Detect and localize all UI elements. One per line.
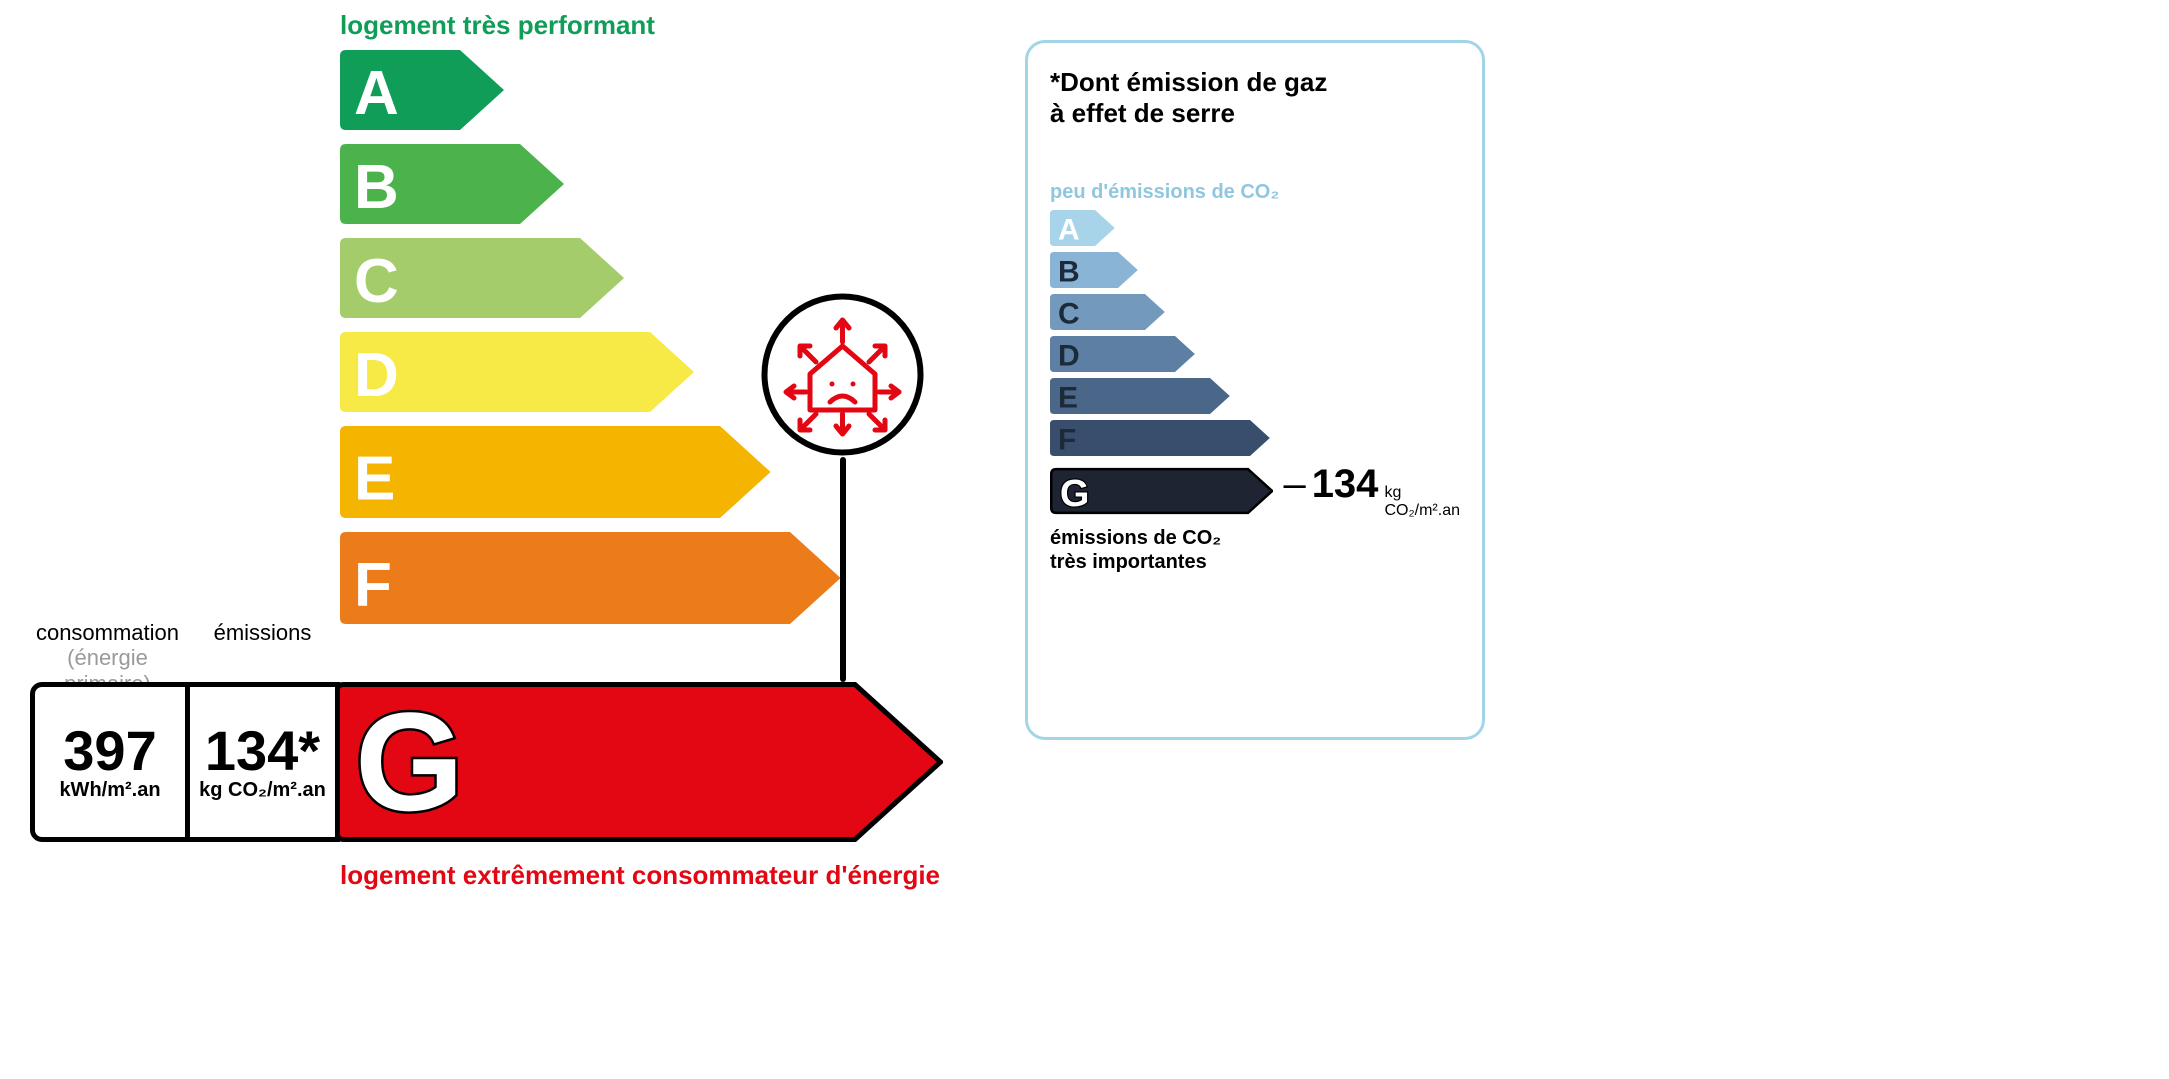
dpe-value-emissions: 134* kg CO₂/m².an	[185, 687, 335, 837]
ges-value-dash: –	[1283, 462, 1305, 507]
ges-bar-a: A	[1050, 210, 1460, 246]
ges-panel: *Dont émission de gazà effet de serre pe…	[1025, 40, 1485, 740]
ges-title: *Dont émission de gazà effet de serre	[1050, 67, 1460, 129]
svg-text:F: F	[354, 551, 392, 620]
ges-bar-b: B	[1050, 252, 1460, 288]
ges-bar-c: C	[1050, 294, 1460, 330]
dpe-primary-number: 397	[63, 723, 156, 779]
ges-bar-d: D	[1050, 336, 1460, 372]
ges-value: –134kg CO₂/m².an	[1283, 462, 1460, 520]
dpe-bottom-label: logement extrêmement consommateur d'éner…	[340, 860, 940, 891]
dpe-selected-bar: G	[335, 682, 943, 842]
svg-text:A: A	[354, 59, 399, 128]
svg-text:C: C	[354, 247, 399, 316]
ges-value-unit: kg CO₂/m².an	[1384, 484, 1460, 520]
dpe-bar-f: F	[340, 532, 841, 624]
ges-bars: ABCDEFG –134kg CO₂/m².an	[1050, 210, 1460, 520]
dpe-emissions-unit: kg CO₂/m².an	[199, 779, 326, 802]
dpe-primary-unit: kWh/m².an	[59, 779, 160, 802]
svg-text:E: E	[1058, 382, 1078, 414]
svg-text:E: E	[354, 445, 395, 514]
svg-text:D: D	[1058, 340, 1080, 372]
ges-bar-f: F	[1050, 420, 1460, 456]
dpe-bar-a: A	[340, 50, 841, 130]
svg-text:F: F	[1058, 424, 1076, 456]
svg-text:A: A	[1058, 214, 1080, 246]
ges-value-number: 134	[1312, 462, 1379, 507]
svg-text:C: C	[1058, 298, 1080, 330]
house-badge-connector	[840, 457, 846, 682]
ges-top-label: peu d'émissions de CO₂	[1050, 181, 1460, 204]
ges-bar-e: E	[1050, 378, 1460, 414]
dpe-header-primary-line1: consommation	[36, 620, 179, 645]
dpe-value-primary: 397 kWh/m².an	[35, 687, 185, 837]
svg-text:G: G	[1060, 473, 1090, 515]
ges-bottom-label: émissions de CO₂très importantes	[1050, 526, 1460, 574]
house-badge	[760, 292, 925, 457]
dpe-value-box: 397 kWh/m².an 134* kg CO₂/m².an	[30, 682, 340, 842]
dpe-emissions-number: 134*	[205, 723, 320, 779]
svg-text:G: G	[355, 683, 464, 840]
svg-text:D: D	[354, 341, 399, 410]
dpe-bar-b: B	[340, 144, 841, 224]
dpe-top-label: logement très performant	[340, 10, 655, 41]
svg-text:B: B	[354, 153, 399, 222]
ges-bar-g: G –134kg CO₂/m².an	[1050, 462, 1460, 520]
svg-text:B: B	[1058, 256, 1080, 288]
dpe-selected-row: 397 kWh/m².an 134* kg CO₂/m².an G	[30, 682, 930, 842]
dpe-header-emissions-text: émissions	[214, 620, 312, 645]
